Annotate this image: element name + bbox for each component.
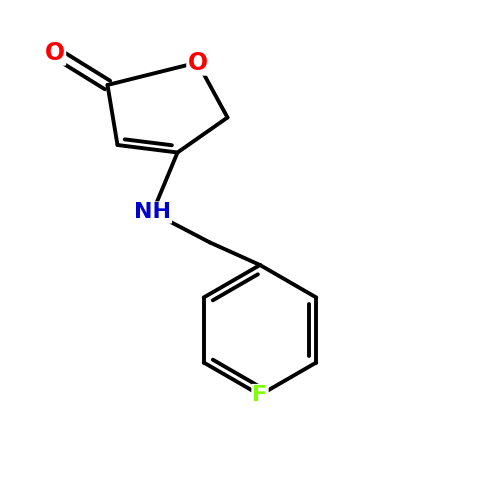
Text: O: O [188,50,208,74]
Text: F: F [252,385,268,405]
Text: NH: NH [134,202,171,222]
Text: O: O [45,40,65,64]
